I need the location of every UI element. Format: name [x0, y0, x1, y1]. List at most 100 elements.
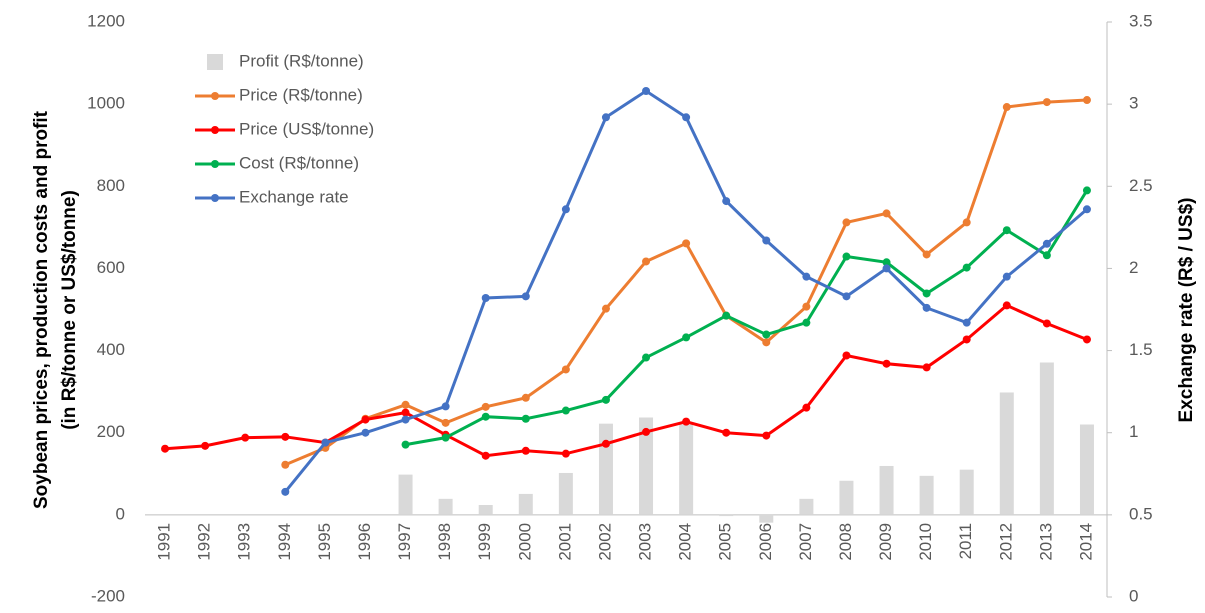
point — [521, 446, 530, 455]
bar — [719, 514, 734, 517]
x-tick-label: 1993 — [235, 523, 254, 561]
point — [481, 294, 490, 302]
y-tick-label: 400 — [97, 340, 125, 359]
point — [962, 318, 971, 327]
point — [561, 205, 570, 214]
point — [922, 250, 931, 259]
x-tick-label: 2014 — [1076, 523, 1095, 561]
point — [481, 412, 490, 421]
bar — [959, 469, 974, 515]
bar — [879, 465, 894, 515]
point — [762, 431, 771, 440]
point — [842, 292, 851, 301]
y-tick-label: -200 — [91, 586, 125, 605]
point — [802, 403, 811, 412]
y-axis-title: Soybean prices, production costs and pro… — [31, 110, 52, 509]
point — [842, 252, 851, 261]
legend-swatch — [211, 92, 219, 100]
point — [1002, 226, 1011, 235]
legend-label: Profit (R$/tonne) — [239, 51, 364, 70]
y2-tick-label: 2.5 — [1129, 176, 1153, 195]
y-tick-label: 1200 — [87, 11, 125, 30]
point — [401, 415, 410, 424]
x-tick-label: 2006 — [756, 523, 775, 561]
point — [642, 353, 651, 362]
bar — [999, 392, 1014, 515]
point — [441, 402, 450, 411]
bar — [919, 475, 934, 515]
x-tick-label: 2013 — [1036, 523, 1055, 561]
point — [281, 460, 290, 469]
x-tick-label: 2003 — [636, 523, 655, 561]
point — [682, 239, 691, 248]
point — [722, 311, 731, 320]
point — [1042, 98, 1051, 107]
bar — [759, 514, 774, 523]
y2-tick-label: 1.5 — [1129, 340, 1153, 359]
x-tick-label: 1992 — [195, 523, 214, 561]
line — [164, 303, 1088, 458]
x-tick-label: 2002 — [595, 523, 614, 561]
point — [962, 263, 971, 272]
y-tick-label: 0 — [116, 504, 125, 523]
x-tick-label: 2008 — [836, 523, 855, 561]
x-tick-label: 1995 — [315, 523, 334, 561]
y2-axis-title: Exchange rate (R$ / US$) — [1176, 198, 1197, 423]
point — [241, 433, 250, 442]
x-tick-label: 1996 — [355, 523, 374, 561]
bar — [478, 505, 493, 515]
point — [1042, 239, 1051, 248]
point — [521, 414, 530, 423]
x-tick-label: 2000 — [515, 523, 534, 561]
point — [481, 451, 490, 460]
point — [722, 197, 731, 206]
y2-tick-label: 3 — [1129, 94, 1138, 113]
bar — [1079, 424, 1094, 515]
point — [802, 302, 811, 311]
point — [601, 395, 610, 404]
point — [882, 264, 891, 273]
point — [842, 351, 851, 360]
point — [361, 415, 370, 424]
bar — [679, 424, 694, 515]
point — [561, 365, 570, 374]
y2-tick-label: 1 — [1129, 422, 1138, 441]
legend-swatch — [211, 126, 219, 134]
point — [882, 359, 891, 368]
point — [361, 428, 370, 437]
point — [762, 236, 771, 245]
point — [1082, 335, 1091, 344]
point — [922, 289, 931, 298]
bar — [598, 423, 613, 515]
x-tick-label: 1999 — [475, 523, 494, 561]
point — [1042, 319, 1051, 328]
point — [321, 438, 330, 447]
x-tick-label: 2011 — [956, 523, 975, 560]
y-axis-title: (in R$/tonne or US$/tonne) — [59, 190, 80, 430]
point — [561, 449, 570, 458]
x-tick-label: 1991 — [155, 523, 174, 561]
y2-tick-label: 0 — [1129, 586, 1138, 605]
point — [682, 417, 691, 426]
legend-label: Exchange rate — [239, 187, 349, 206]
point — [441, 418, 450, 427]
x-tick-label: 2009 — [876, 523, 895, 561]
bar — [558, 472, 573, 515]
point — [802, 272, 811, 281]
point — [1002, 103, 1011, 112]
point — [1002, 301, 1011, 310]
point — [922, 363, 931, 372]
point — [161, 444, 170, 453]
bar — [639, 417, 654, 515]
bar — [398, 474, 413, 515]
point — [762, 330, 771, 339]
point — [561, 406, 570, 415]
legend-swatch — [211, 194, 219, 202]
y2-tick-label: 2 — [1129, 258, 1138, 277]
bar — [839, 480, 854, 515]
point — [882, 258, 891, 267]
point — [1082, 96, 1091, 105]
point — [722, 428, 731, 437]
